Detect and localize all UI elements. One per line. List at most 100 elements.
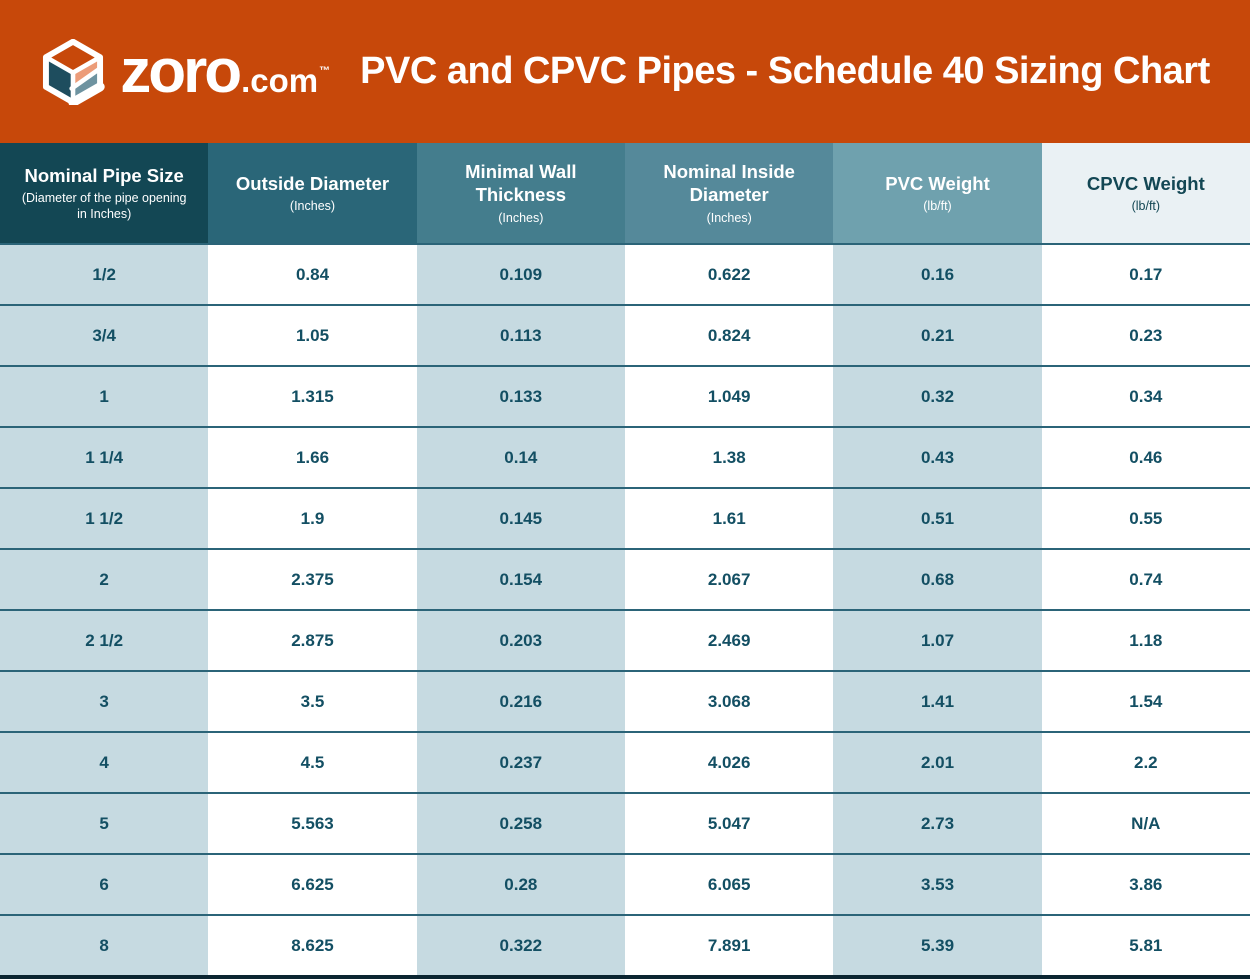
table-cell: 0.23 bbox=[1041, 306, 1250, 365]
table-row: 1 1.315 0.133 1.049 0.32 0.34 bbox=[0, 365, 1250, 426]
row-label: 1 1/2 bbox=[0, 489, 209, 548]
row-label: 1/2 bbox=[0, 245, 209, 304]
table-cell: 4.026 bbox=[624, 733, 834, 792]
table-cell: 0.68 bbox=[833, 550, 1042, 609]
row-label: 3 bbox=[0, 672, 209, 731]
row-label: 5 bbox=[0, 794, 209, 853]
table-cell: 2.875 bbox=[208, 611, 417, 670]
table-cell: 0.46 bbox=[1041, 428, 1250, 487]
table-cell: 0.109 bbox=[416, 245, 625, 304]
banner: zoro .com ™ PVC and CPVC Pipes - Schedul… bbox=[0, 0, 1250, 143]
table-cell: 1.54 bbox=[1041, 672, 1250, 731]
table-cell: 5.39 bbox=[833, 916, 1042, 975]
table-cell: 2.375 bbox=[208, 550, 417, 609]
table-cell: 2.73 bbox=[833, 794, 1042, 853]
table-row: 3/4 1.05 0.113 0.824 0.21 0.23 bbox=[0, 304, 1250, 365]
table-cell: N/A bbox=[1041, 794, 1250, 853]
table-cell: 1.66 bbox=[208, 428, 417, 487]
table-cell: 1.05 bbox=[208, 306, 417, 365]
banner-content: zoro .com ™ PVC and CPVC Pipes - Schedul… bbox=[40, 36, 1210, 106]
table-cell: 0.322 bbox=[416, 916, 625, 975]
zoro-logo: zoro .com ™ bbox=[40, 36, 331, 106]
column-header-nominal-inside-diameter: Nominal Inside Diameter (Inches) bbox=[624, 143, 834, 243]
table-cell: 6.625 bbox=[208, 855, 417, 914]
table-cell: 4.5 bbox=[208, 733, 417, 792]
table-cell: 6.065 bbox=[624, 855, 834, 914]
logo-domain-text: .com bbox=[241, 61, 319, 99]
column-subtitle: (Inches) bbox=[706, 210, 752, 225]
table-cell: 0.51 bbox=[833, 489, 1042, 548]
table-cell: 0.154 bbox=[416, 550, 625, 609]
column-title: PVC Weight bbox=[885, 172, 990, 194]
table-cell: 8.625 bbox=[208, 916, 417, 975]
table-cell: 1.049 bbox=[624, 367, 834, 426]
column-header-cpvc-weight: CPVC Weight (lb/ft) bbox=[1041, 143, 1250, 243]
table-cell: 2.469 bbox=[624, 611, 834, 670]
table-cell: 2.067 bbox=[624, 550, 834, 609]
table-cell: 0.145 bbox=[416, 489, 625, 548]
row-label: 1 1/4 bbox=[0, 428, 209, 487]
row-label: 4 bbox=[0, 733, 209, 792]
column-header-minimal-wall-thickness: Minimal Wall Thickness (Inches) bbox=[416, 143, 625, 243]
table-cell: 0.28 bbox=[416, 855, 625, 914]
table-cell: 0.113 bbox=[416, 306, 625, 365]
table-cell: 1.315 bbox=[208, 367, 417, 426]
table-cell: 5.047 bbox=[624, 794, 834, 853]
table-cell: 0.133 bbox=[416, 367, 625, 426]
column-subtitle: (lb/ft) bbox=[923, 198, 952, 213]
row-label: 6 bbox=[0, 855, 209, 914]
table-row: 4 4.5 0.237 4.026 2.01 2.2 bbox=[0, 731, 1250, 792]
table-row: 2 2.375 0.154 2.067 0.68 0.74 bbox=[0, 548, 1250, 609]
table-cell: 0.237 bbox=[416, 733, 625, 792]
table-cell: 0.84 bbox=[208, 245, 417, 304]
table-cell: 3.86 bbox=[1041, 855, 1250, 914]
trademark-symbol: ™ bbox=[319, 64, 331, 77]
table-row: 3 3.5 0.216 3.068 1.41 1.54 bbox=[0, 670, 1250, 731]
table-cell: 0.17 bbox=[1041, 245, 1250, 304]
sizing-table: Nominal Pipe Size (Diameter of the pipe o… bbox=[0, 143, 1250, 975]
table-cell: 1.07 bbox=[833, 611, 1042, 670]
column-title: Minimal Wall Thickness bbox=[465, 161, 577, 206]
column-subtitle: (lb/ft) bbox=[1131, 198, 1161, 213]
table-cell: 0.21 bbox=[833, 306, 1042, 365]
column-subtitle: (Inches) bbox=[498, 210, 544, 225]
table-cell: 5.81 bbox=[1041, 916, 1250, 975]
table-cell: 1.9 bbox=[208, 489, 417, 548]
table-row: 1 1/4 1.66 0.14 1.38 0.43 0.46 bbox=[0, 426, 1250, 487]
column-header-outside-diameter: Outside Diameter (Inches) bbox=[208, 143, 417, 243]
row-label: 1 bbox=[0, 367, 209, 426]
row-label: 2 bbox=[0, 550, 209, 609]
zoro-cube-icon bbox=[43, 38, 105, 105]
table-cell: 0.14 bbox=[416, 428, 625, 487]
row-label: 2 1/2 bbox=[0, 611, 209, 670]
table-cell: 0.258 bbox=[416, 794, 625, 853]
page-title: PVC and CPVC Pipes - Schedule 40 Sizing … bbox=[360, 50, 1210, 92]
table-cell: 3.068 bbox=[624, 672, 834, 731]
column-title: Outside Diameter bbox=[235, 172, 390, 194]
table-cell: 0.55 bbox=[1041, 489, 1250, 548]
table-cell: 0.824 bbox=[624, 306, 834, 365]
table-row: 5 5.563 0.258 5.047 2.73 N/A bbox=[0, 792, 1250, 853]
column-subtitle: (Diameter of the pipe opening in Inches) bbox=[21, 190, 187, 222]
logo-brand-text: zoro bbox=[120, 36, 242, 106]
zoro-logo-text: zoro .com ™ bbox=[120, 36, 331, 106]
table-cell: 7.891 bbox=[624, 916, 834, 975]
table-cell: 3.53 bbox=[833, 855, 1042, 914]
table-cell: 0.43 bbox=[833, 428, 1042, 487]
column-header-pvc-weight: PVC Weight (lb/ft) bbox=[833, 143, 1042, 243]
table-cell: 5.563 bbox=[208, 794, 417, 853]
table-cell: 1.61 bbox=[624, 489, 834, 548]
table-cell: 0.216 bbox=[416, 672, 625, 731]
table-row: 6 6.625 0.28 6.065 3.53 3.86 bbox=[0, 853, 1250, 914]
row-label: 8 bbox=[0, 916, 209, 975]
table-cell: 0.203 bbox=[416, 611, 625, 670]
table-body: 1/2 0.84 0.109 0.622 0.16 0.17 3/4 1.05 0.113 0.8… bbox=[0, 243, 1250, 975]
column-title: Nominal Pipe Size bbox=[24, 164, 184, 186]
table-row: 8 8.625 0.322 7.891 5.39 5.81 bbox=[0, 914, 1250, 975]
table-header-row: Nominal Pipe Size (Diameter of the pipe o… bbox=[0, 143, 1250, 243]
column-header-nominal-pipe-size: Nominal Pipe Size (Diameter of the pipe o… bbox=[0, 143, 209, 243]
table-row: 1/2 0.84 0.109 0.622 0.16 0.17 bbox=[0, 243, 1250, 304]
table-cell: 2.2 bbox=[1041, 733, 1250, 792]
table-row: 2 1/2 2.875 0.203 2.469 1.07 1.18 bbox=[0, 609, 1250, 670]
column-subtitle: (Inches) bbox=[289, 198, 336, 213]
